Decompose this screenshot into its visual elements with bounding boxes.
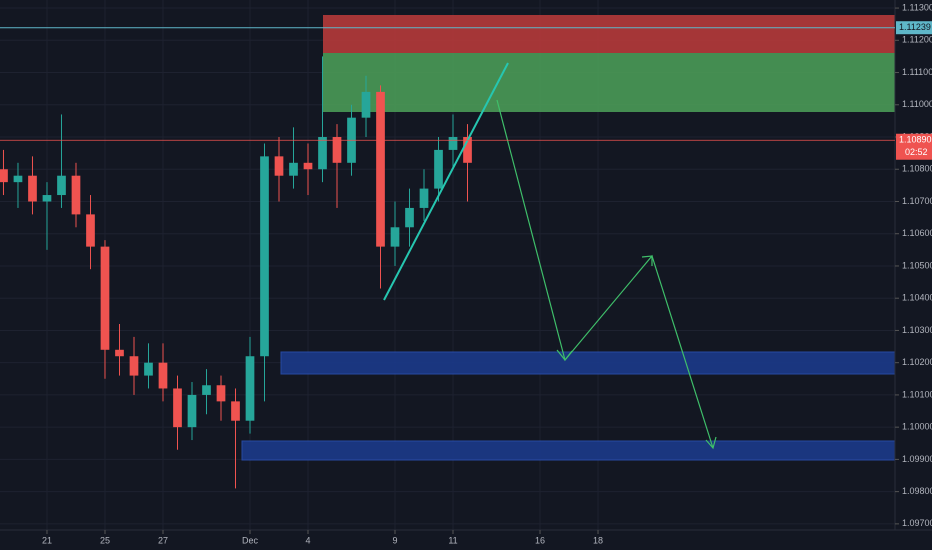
y-tick-label: 1.10200: [902, 357, 932, 367]
candle-body: [129, 356, 139, 376]
alert-label: 1.11239: [899, 22, 931, 32]
y-tick-label: 1.10400: [902, 293, 932, 303]
candle-body: [144, 362, 153, 376]
x-tick-label: 18: [593, 535, 603, 545]
x-tick-label: 16: [535, 535, 545, 545]
y-tick-label: 1.10300: [902, 325, 932, 335]
candle-body: [434, 149, 443, 189]
candle-body: [332, 137, 342, 163]
y-tick-label: 1.10000: [902, 422, 932, 432]
alert-label-bg: [896, 21, 932, 35]
candle-body: [202, 385, 211, 395]
candle-body: [71, 175, 81, 215]
candle-body: [289, 162, 298, 176]
last-price-bg: [896, 133, 932, 160]
x-tick-label: 25: [100, 535, 110, 545]
candle-body: [260, 156, 269, 357]
arrow-head: [641, 255, 653, 266]
candle-body: [0, 169, 8, 183]
arrow-head: [556, 349, 573, 361]
demand-zone: [241, 440, 896, 461]
countdown-label: 02:52: [905, 147, 928, 157]
candle-body: [13, 175, 23, 183]
candle-body: [173, 388, 182, 428]
x-tick-label: 21: [42, 535, 52, 545]
candle-body: [187, 394, 197, 428]
x-tick-label: 27: [158, 535, 168, 545]
candle-body: [361, 91, 371, 118]
candle-body: [245, 356, 255, 421]
trend-line: [383, 62, 509, 301]
candle-body: [376, 91, 385, 247]
candle-body: [28, 175, 37, 202]
y-tick-label: 1.10500: [902, 260, 932, 270]
projection-path: [496, 99, 714, 449]
y-tick-label: 1.11300: [902, 2, 932, 12]
candle-body: [463, 137, 472, 163]
y-tick-label: 1.09800: [902, 486, 932, 496]
arrow-head: [705, 436, 717, 450]
candle-body: [86, 214, 95, 247]
y-tick-label: 1.09700: [902, 518, 932, 528]
demand-zone: [280, 351, 896, 375]
candle-body: [57, 175, 66, 196]
y-tick-label: 1.09900: [902, 454, 932, 464]
candle-body: [216, 385, 226, 402]
candle-body: [42, 195, 52, 202]
x-tick-label: 11: [448, 535, 457, 545]
candle-body: [419, 188, 429, 208]
y-tick-label: 1.10700: [902, 196, 932, 206]
candle-body: [390, 227, 400, 247]
candle-body: [448, 137, 458, 150]
candle-body: [303, 162, 313, 170]
y-tick-label: 1.10600: [902, 228, 932, 238]
y-tick-label: 1.11200: [902, 35, 932, 45]
y-tick-label: 1.10100: [902, 389, 932, 399]
last-price-label: 1.10890: [899, 135, 932, 145]
y-tick-label: 1.11000: [902, 99, 932, 109]
x-tick-label: 4: [305, 535, 310, 545]
candle-body: [318, 137, 327, 170]
candle-body: [405, 207, 414, 228]
y-tick-label: 1.11100: [902, 67, 932, 77]
y-tick-label: 1.10800: [902, 164, 932, 174]
target-zone: [323, 53, 895, 112]
candle-body: [115, 349, 124, 357]
x-tick-label: Dec: [242, 535, 259, 545]
stop-zone: [323, 15, 895, 53]
candle-body: [274, 156, 284, 176]
candle-body: [100, 246, 110, 350]
x-tick-label: 9: [392, 535, 397, 545]
candle-body: [231, 401, 240, 421]
candle-body: [158, 362, 168, 389]
